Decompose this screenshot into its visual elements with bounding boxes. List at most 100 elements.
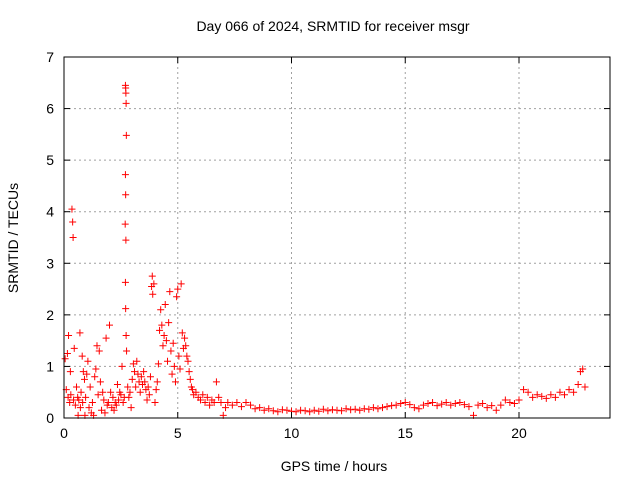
data-point — [360, 405, 368, 413]
x-axis-label: GPS time / hours — [281, 458, 388, 474]
data-point — [167, 347, 175, 355]
data-point — [126, 388, 134, 396]
data-point — [115, 396, 123, 404]
data-point — [166, 288, 174, 296]
data-point — [547, 391, 555, 399]
grid — [64, 57, 610, 418]
data-point — [388, 402, 396, 410]
data-point — [84, 357, 92, 365]
data-point — [118, 362, 126, 370]
data-point — [529, 393, 537, 401]
data-point — [146, 373, 154, 381]
data-point — [581, 383, 589, 391]
data-point — [247, 401, 255, 409]
data-point — [283, 406, 291, 414]
data-point — [260, 406, 268, 414]
data-point — [379, 404, 386, 412]
data-point — [112, 401, 120, 409]
data-point — [128, 375, 136, 383]
data-point — [251, 405, 259, 413]
data-point — [65, 331, 73, 339]
data-point — [148, 272, 156, 280]
data-point — [102, 334, 110, 342]
data-point — [497, 401, 505, 409]
data-point — [574, 380, 582, 388]
data-point — [76, 329, 84, 337]
data-point — [136, 388, 144, 396]
data-point — [145, 391, 153, 399]
data-point — [79, 399, 87, 407]
data-point — [203, 393, 211, 401]
data-point — [483, 404, 491, 412]
data-point — [68, 205, 76, 213]
data-point — [121, 220, 129, 228]
data-point — [164, 357, 172, 365]
data-point — [91, 373, 99, 381]
data-point — [447, 401, 455, 409]
data-point — [61, 355, 69, 363]
data-point — [184, 357, 192, 365]
data-point — [474, 401, 482, 409]
data-point — [70, 344, 78, 352]
y-axis-label: SRMTID / TECUs — [5, 183, 21, 293]
data-point — [141, 378, 149, 386]
x-tick-label: 20 — [511, 425, 527, 441]
data-point — [122, 331, 130, 339]
plot-frame — [63, 56, 611, 419]
data-point — [570, 388, 578, 396]
data-point — [159, 342, 167, 350]
data-point — [122, 131, 130, 139]
data-point — [144, 383, 152, 391]
data-point — [419, 401, 427, 409]
data-point — [69, 218, 77, 226]
data-point — [397, 400, 405, 408]
data-point — [269, 407, 277, 415]
data-point — [153, 378, 161, 386]
data-point — [121, 278, 129, 286]
y-tick-label: 5 — [46, 152, 54, 168]
data-point — [80, 375, 88, 383]
data-point — [533, 391, 541, 399]
data-point — [433, 402, 441, 410]
data-point — [177, 280, 185, 288]
data-point — [186, 375, 194, 383]
data-point — [110, 406, 118, 414]
data-point — [561, 391, 568, 399]
data-point — [222, 404, 230, 412]
data-point — [492, 406, 500, 414]
data-point — [392, 401, 400, 409]
data-point — [501, 396, 509, 404]
data-point — [347, 406, 355, 414]
data-point — [199, 391, 207, 399]
data-point — [310, 406, 318, 414]
data-point — [123, 347, 131, 355]
y-tick-label: 3 — [46, 255, 54, 271]
data-point — [122, 89, 130, 97]
data-point — [212, 378, 220, 386]
data-point — [122, 99, 130, 107]
data-point — [301, 407, 309, 415]
data-point — [96, 378, 104, 386]
data-point — [75, 396, 83, 404]
data-point — [324, 407, 332, 415]
data-point — [133, 357, 141, 365]
data-point — [121, 171, 129, 179]
data-point — [140, 368, 148, 376]
data-point — [256, 404, 264, 412]
data-point — [175, 352, 183, 360]
data-point — [99, 388, 107, 396]
data-point — [374, 405, 382, 413]
data-point — [356, 406, 364, 414]
data-point — [465, 403, 473, 411]
data-point — [333, 406, 341, 414]
data-point — [169, 339, 177, 347]
data-point — [242, 399, 250, 407]
data-point — [170, 362, 178, 370]
data-point — [143, 396, 151, 404]
data-point — [182, 342, 190, 350]
data-point — [306, 408, 314, 416]
data-point — [237, 403, 245, 411]
data-point — [338, 407, 346, 415]
data-point — [515, 396, 523, 404]
